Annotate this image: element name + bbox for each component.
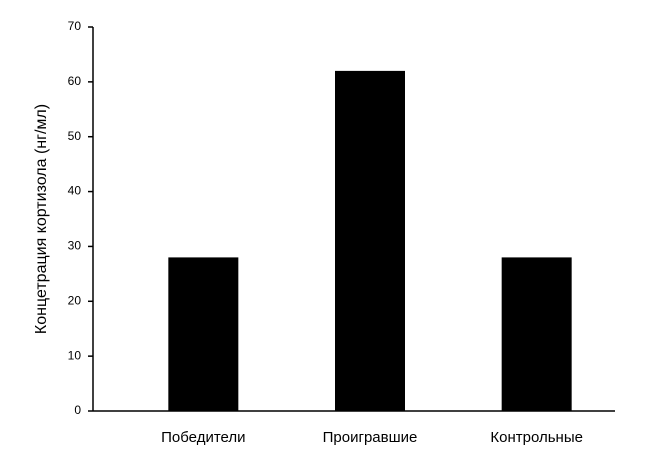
y-tick-label: 70 (68, 19, 82, 33)
x-tick-label: Контрольные (490, 429, 583, 446)
y-tick-label: 40 (68, 184, 82, 198)
y-axis-label: Концетрация кортизола (нг/мл) (33, 104, 50, 334)
x-tick-label: Проигравшие (323, 429, 418, 446)
y-tick-label: 60 (68, 74, 82, 88)
bar (335, 70, 405, 411)
x-tick-label: Победители (161, 429, 245, 446)
y-tick-label: 0 (74, 403, 81, 417)
bar (501, 257, 572, 411)
bar (168, 257, 239, 411)
y-tick-label: 10 (68, 348, 82, 362)
y-tick-label: 30 (68, 239, 82, 253)
y-tick-label: 50 (68, 129, 82, 143)
y-tick-label: 20 (68, 293, 82, 307)
